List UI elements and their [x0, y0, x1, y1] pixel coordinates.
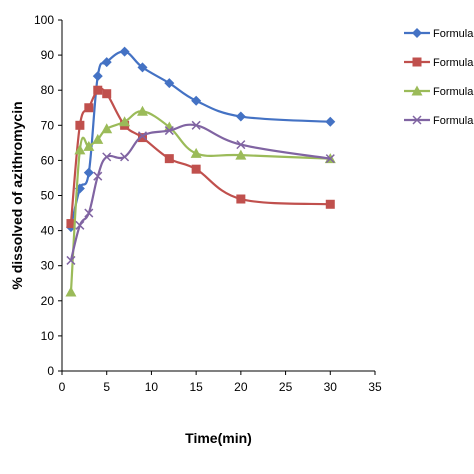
- marker-stroke: [75, 220, 85, 230]
- series-formula-f: [66, 120, 335, 265]
- data-point: [74, 144, 86, 155]
- data-point: [235, 149, 247, 160]
- data-point: [93, 171, 103, 181]
- legend-swatch-marker: [412, 57, 422, 67]
- y-tick-label: 40: [41, 224, 55, 238]
- x-axis-title: Time(min): [185, 430, 252, 446]
- x-tick-label: 5: [103, 380, 110, 394]
- series-line: [69, 123, 331, 261]
- marker-stroke: [236, 140, 246, 150]
- data-point: [137, 133, 147, 143]
- data-point: [236, 140, 246, 150]
- x-tick-label: 30: [324, 380, 338, 394]
- data-point: [102, 152, 112, 162]
- data-point: [83, 167, 94, 178]
- data-point: [119, 46, 130, 57]
- x-tick-label: 10: [145, 380, 159, 394]
- series-layer: [65, 46, 336, 297]
- y-tick-label: 100: [34, 13, 54, 27]
- data-point: [101, 123, 113, 134]
- data-point: [75, 120, 85, 130]
- data-point: [120, 152, 130, 162]
- marker-stroke: [102, 152, 112, 162]
- marker-stroke: [66, 255, 76, 265]
- data-point: [164, 78, 175, 89]
- data-point: [119, 116, 131, 127]
- data-point: [191, 164, 201, 174]
- data-point: [325, 116, 336, 127]
- y-tick-label: 30: [41, 259, 55, 273]
- y-tick-label: 50: [41, 189, 55, 203]
- series-formula-e: [65, 105, 336, 297]
- data-point: [75, 220, 85, 230]
- y-axis-title: % dissolved of azithromycin: [9, 101, 25, 289]
- marker-stroke: [325, 154, 335, 164]
- y-tick-label: 20: [41, 294, 55, 308]
- legend-item: Formula C: [404, 57, 474, 69]
- x-tick-label: 20: [234, 380, 248, 394]
- data-point: [66, 219, 76, 229]
- data-point: [102, 89, 112, 99]
- data-point: [101, 57, 112, 68]
- x-tick-label: 15: [189, 380, 203, 394]
- marker-stroke: [412, 115, 422, 125]
- x-tick-label: 0: [59, 380, 66, 394]
- marker-stroke: [164, 126, 174, 136]
- legend-label: Formula C: [433, 57, 474, 69]
- data-point: [92, 133, 104, 144]
- marker-stroke: [84, 208, 94, 218]
- x-tick-label: 25: [279, 380, 293, 394]
- y-tick-label: 70: [41, 118, 55, 132]
- data-point: [164, 154, 174, 164]
- series-line: [69, 50, 331, 228]
- legend-swatch-marker: [412, 115, 422, 125]
- y-tick-label: 90: [41, 48, 55, 62]
- data-point: [93, 85, 103, 95]
- legend-swatch-marker: [412, 28, 422, 38]
- data-point: [191, 95, 202, 106]
- marker-stroke: [137, 131, 148, 141]
- data-point: [325, 154, 335, 164]
- data-point: [92, 71, 103, 82]
- data-point: [137, 131, 148, 141]
- data-point: [235, 111, 246, 122]
- legend-item: Formula H: [404, 28, 474, 40]
- series-line: [69, 110, 331, 293]
- data-point: [84, 208, 94, 218]
- marker-stroke: [120, 152, 130, 162]
- data-point: [325, 199, 335, 209]
- data-point: [164, 126, 174, 136]
- data-point: [65, 286, 77, 297]
- legend-label: Formula F: [433, 115, 474, 127]
- legend-label: Formula E: [433, 86, 474, 98]
- data-point: [136, 105, 148, 116]
- x-tick-label: 35: [368, 380, 382, 394]
- data-point: [66, 255, 76, 265]
- axes: 0 10 20 30 40 50 60 70 80 90 100 0 5 10 15 20 25 30 35: [34, 13, 382, 394]
- y-ticks: 0 10 20 30 40 50 60 70 80 90 100: [34, 13, 62, 378]
- legend-swatch-marker: [411, 85, 423, 96]
- marker-stroke: [93, 171, 103, 181]
- x-ticks: 0 5 10 15 20 25 30 35: [59, 371, 382, 394]
- data-point: [137, 62, 148, 73]
- y-tick-label: 60: [41, 153, 55, 167]
- data-point: [191, 120, 201, 130]
- data-point: [236, 194, 246, 204]
- legend-item: Formula F: [404, 115, 474, 127]
- legend-item: Formula E: [404, 85, 474, 98]
- data-point: [84, 103, 94, 113]
- data-point: [83, 140, 95, 151]
- legend-label: Formula H: [433, 28, 474, 40]
- data-point: [190, 147, 202, 158]
- y-tick-label: 10: [41, 329, 55, 343]
- marker-stroke: [191, 120, 201, 130]
- y-tick-label: 80: [41, 83, 55, 97]
- y-tick-label: 0: [47, 364, 54, 378]
- legend: Formula H Formula C Formula E Formula F: [404, 28, 474, 127]
